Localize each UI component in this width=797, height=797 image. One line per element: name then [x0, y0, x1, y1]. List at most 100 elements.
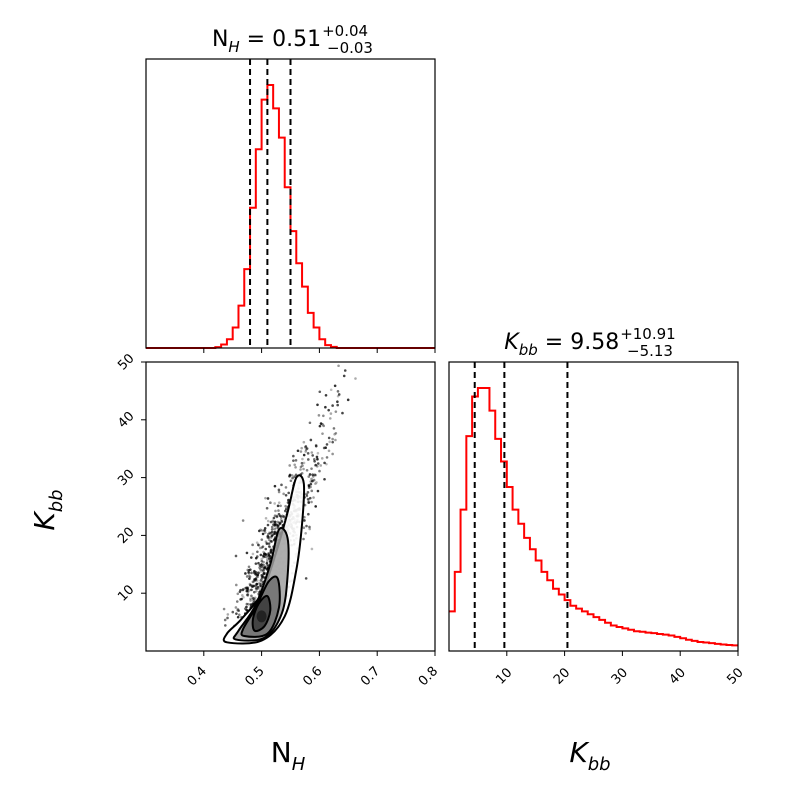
scatter-point — [306, 452, 310, 455]
scatter-point — [263, 527, 267, 530]
scatter-point — [313, 459, 316, 463]
scatter-point — [322, 414, 325, 418]
scatter-point — [242, 596, 245, 599]
scatter-point — [354, 377, 357, 380]
scatter-point — [310, 467, 313, 470]
scatter-point — [239, 598, 242, 601]
kbb-x-tick-label-3: 30 — [609, 665, 631, 687]
scatter-point — [315, 455, 319, 459]
nh-marginal-panel: NH = 0.51+0.04 −0.03 — [145, 22, 436, 353]
scatter-point — [273, 484, 277, 488]
scatter-point — [248, 577, 251, 580]
scatter-point — [269, 501, 272, 505]
scatter-point — [304, 531, 307, 535]
scatter-point — [262, 529, 266, 532]
scatter-point — [290, 474, 294, 477]
scatter-point — [245, 551, 249, 555]
scatter-point — [254, 562, 258, 565]
scatter-point — [251, 552, 255, 556]
scatter-point — [236, 615, 240, 619]
scatter-point — [346, 398, 350, 402]
kbb-marginal-frame — [448, 361, 739, 652]
density-peak — [256, 610, 267, 623]
scatter-point — [250, 584, 254, 587]
scatter-point — [305, 494, 309, 498]
scatter-point — [260, 563, 263, 566]
scatter-point — [243, 587, 247, 590]
scatter-point — [241, 594, 244, 597]
joint-y-tick-label-4: 40 — [115, 409, 137, 431]
scatter-point — [269, 540, 272, 543]
scatter-point — [337, 393, 341, 396]
scatter-point — [325, 443, 329, 446]
scatter-point — [293, 463, 297, 467]
scatter-point — [305, 524, 308, 528]
scatter-point — [265, 542, 269, 545]
scatter-point — [303, 515, 306, 519]
scatter-point — [333, 384, 337, 388]
scatter-point — [270, 530, 274, 534]
kbb-marginal-title: Kbb = 9.58+10.91 — [504, 325, 675, 359]
scatter-point — [244, 572, 247, 575]
scatter-point — [273, 527, 276, 531]
scatter-point — [331, 452, 334, 456]
nh-marginal-frame — [145, 58, 436, 349]
scatter-point — [276, 524, 279, 527]
scatter-point — [300, 461, 304, 465]
scatter-point — [284, 504, 287, 508]
scatter-point — [255, 589, 258, 593]
scatter-point — [257, 544, 261, 547]
scatter-point — [324, 405, 327, 409]
scatter-point — [247, 565, 251, 569]
scatter-point — [302, 453, 306, 457]
scatter-point — [226, 613, 230, 616]
scatter-point — [299, 468, 302, 471]
scatter-point — [269, 536, 273, 539]
scatter-point — [275, 514, 279, 518]
scatter-point — [264, 496, 267, 500]
scatter-point — [323, 477, 326, 481]
scatter-point — [236, 608, 239, 612]
scatter-point — [276, 515, 279, 518]
scatter-point — [318, 390, 322, 394]
scatter-point — [258, 568, 262, 571]
scatter-point — [267, 538, 271, 542]
scatter-point — [274, 509, 277, 513]
scatter-point — [272, 516, 276, 520]
scatter-point — [294, 465, 297, 469]
scatter-point — [269, 550, 273, 554]
scatter-point — [334, 438, 337, 442]
scatter-point — [236, 592, 240, 596]
scatter-point — [249, 599, 252, 602]
scatter-point — [311, 473, 315, 476]
nh-x-axis-label: NH — [271, 736, 306, 775]
scatter-point — [269, 520, 273, 524]
scatter-point — [254, 578, 257, 582]
scatter-point — [256, 585, 260, 589]
scatter-point — [273, 532, 276, 535]
kbb-x-tick-label-5: 50 — [724, 665, 746, 687]
scatter-point — [254, 577, 258, 580]
scatter-point — [310, 477, 313, 481]
scatter-point — [266, 519, 270, 523]
scatter-point — [301, 464, 304, 467]
joint-y-tick-label-1: 10 — [115, 582, 137, 604]
scatter-point — [276, 504, 280, 508]
scatter-point — [328, 440, 332, 444]
scatter-point — [254, 587, 258, 590]
scatter-point — [303, 519, 306, 522]
scatter-point — [260, 573, 263, 577]
scatter-point — [263, 555, 267, 559]
scatter-point — [267, 552, 270, 555]
scatter-point — [249, 556, 253, 559]
scatter-point — [313, 458, 316, 461]
scatter-point — [262, 560, 265, 564]
scatter-point — [223, 618, 227, 622]
scatter-point — [299, 450, 303, 453]
scatter-point — [253, 579, 256, 582]
scatter-point — [231, 610, 235, 614]
kbb-histogram-series — [449, 387, 738, 647]
scatter-point — [325, 456, 329, 459]
scatter-point — [249, 603, 253, 606]
